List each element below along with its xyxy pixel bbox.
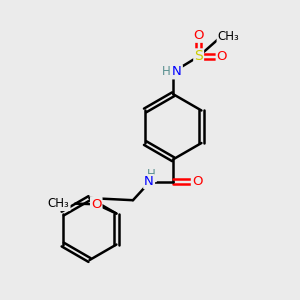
Text: N: N [144,175,154,188]
Text: CH₃: CH₃ [48,197,70,210]
Text: O: O [194,29,204,42]
Text: O: O [192,175,202,188]
Text: N: N [172,65,182,78]
Text: H: H [162,65,171,78]
Text: S: S [194,50,203,63]
Text: O: O [217,50,227,63]
Text: CH₃: CH₃ [218,30,239,43]
Text: H: H [147,168,156,181]
Text: O: O [91,198,101,211]
